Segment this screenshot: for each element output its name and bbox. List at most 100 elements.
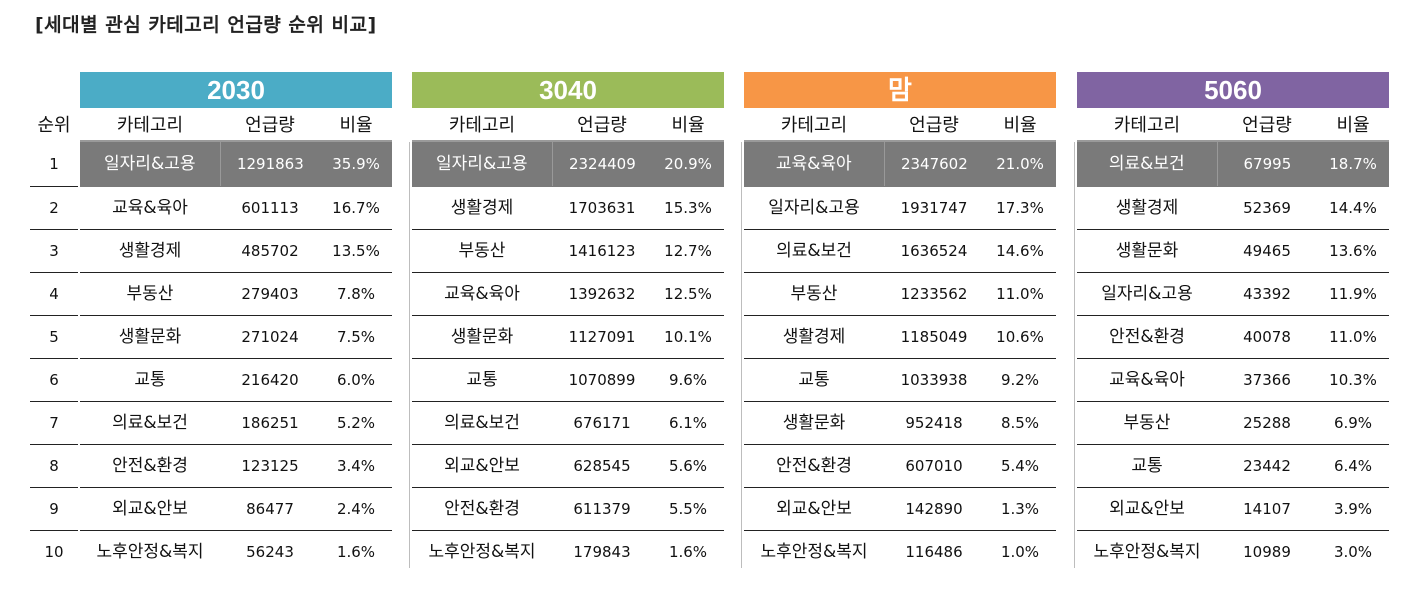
count-cell: 116486	[905, 543, 963, 561]
category-cell: 교육&육아	[444, 284, 520, 304]
count-cell: 611379	[573, 500, 631, 518]
count-cell: 25288	[1243, 414, 1291, 432]
category-cell: 노후안정&복지	[428, 542, 536, 562]
ratio-header: 비율	[1336, 115, 1370, 136]
count-header: 언급량	[1242, 115, 1292, 136]
table-row: 노후안정&복지 179843 1.6%	[412, 531, 724, 573]
count-cell: 1416123	[568, 242, 636, 260]
category-cell: 외교&안보	[112, 499, 188, 519]
category-cell: 부동산	[126, 284, 174, 304]
category-cell: 의료&보건	[444, 413, 520, 433]
rank-cell: 8	[30, 445, 78, 488]
category-cell: 생활문화	[118, 327, 182, 347]
count-cell: 628545	[573, 457, 631, 475]
category-cell: 일자리&고용	[768, 198, 860, 218]
ratio-cell: 3.0%	[1333, 543, 1373, 561]
count-cell: 179843	[573, 543, 631, 561]
ratio-cell: 11.9%	[1329, 285, 1377, 303]
count-header: 언급량	[245, 115, 295, 136]
ratio-cell: 1.6%	[668, 543, 708, 561]
rank-cell: 10	[44, 543, 64, 561]
category-cell: 생활경제	[1115, 198, 1179, 218]
ratio-cell: 9.6%	[668, 371, 708, 389]
count-cell: 49465	[1243, 242, 1291, 260]
category-cell: 생활경제	[782, 327, 846, 347]
column-headers: 카테고리 언급량 비율	[412, 112, 724, 142]
table-row: 안전&환경 607010 5.4%	[744, 445, 1056, 488]
rank-cell: 1	[30, 142, 78, 187]
generation-header: 5060	[1077, 72, 1389, 108]
ratio-cell: 20.9%	[664, 155, 712, 173]
table-divider	[1074, 142, 1075, 568]
ratio-cell: 5.4%	[1000, 457, 1040, 475]
table-row: 안전&환경 40078 11.0%	[1077, 316, 1389, 359]
table-row: 의료&보건 676171 6.1%	[412, 402, 724, 445]
count-cell: 1233562	[900, 285, 968, 303]
ratio-cell: 14.6%	[996, 242, 1044, 260]
ratio-cell: 2.4%	[336, 500, 376, 518]
category-cell: 교육&육아	[112, 198, 188, 218]
table-row: 생활경제 1703631 15.3%	[412, 187, 724, 230]
ratio-header: 비율	[1003, 115, 1037, 136]
category-cell: 의료&보건	[112, 413, 188, 433]
count-cell: 485702	[241, 242, 299, 260]
category-cell: 안전&환경	[776, 456, 852, 476]
ratio-cell: 1.3%	[1000, 500, 1040, 518]
table-row: 부동산 25288 6.9%	[1077, 402, 1389, 445]
category-cell: 부동산	[1123, 413, 1171, 433]
category-cell: 노후안정&복지	[1093, 542, 1201, 562]
table-row: 교육&육아 601113 16.7%	[80, 187, 392, 230]
category-cell: 부동산	[458, 241, 506, 261]
table-row: 안전&환경 611379 5.5%	[412, 488, 724, 531]
ratio-cell: 6.1%	[668, 414, 708, 432]
category-cell: 노후안정&복지	[96, 542, 204, 562]
count-cell: 216420	[241, 371, 299, 389]
table-row: 일자리&고용 2324409 20.9%	[412, 142, 724, 187]
rank-cell: 7	[30, 402, 78, 445]
table-row: 외교&안보 142890 1.3%	[744, 488, 1056, 531]
ratio-cell: 9.2%	[1000, 371, 1040, 389]
ratio-cell: 7.8%	[336, 285, 376, 303]
count-cell: 1703631	[568, 199, 636, 217]
ratio-cell: 12.5%	[664, 285, 712, 303]
ratio-cell: 12.7%	[664, 242, 712, 260]
generation-header: 2030	[80, 72, 392, 108]
category-cell: 교육&육아	[775, 154, 852, 174]
category-cell: 안전&환경	[444, 499, 520, 519]
table-row: 생활경제 1185049 10.6%	[744, 316, 1056, 359]
table-divider	[741, 142, 742, 568]
count-cell: 142890	[905, 500, 963, 518]
count-cell: 279403	[241, 285, 299, 303]
table-row: 교통 23442 6.4%	[1077, 445, 1389, 488]
generation-table: 2030 카테고리 언급량 비율 일자리&고용 1291863 35.9% 교육&육아 6011…	[80, 72, 392, 573]
ratio-cell: 16.7%	[332, 199, 380, 217]
column-headers: 카테고리 언급량 비율	[1077, 112, 1389, 142]
table-row: 생활문화 1127091 10.1%	[412, 316, 724, 359]
category-cell: 의료&보건	[776, 241, 852, 261]
ratio-cell: 14.4%	[1329, 199, 1377, 217]
count-cell: 56243	[246, 543, 294, 561]
table-row: 일자리&고용 43392 11.9%	[1077, 273, 1389, 316]
table-row: 교통 216420 6.0%	[80, 359, 392, 402]
count-cell: 123125	[241, 457, 299, 475]
category-cell: 교육&육아	[1109, 370, 1185, 390]
table-row: 외교&안보 628545 5.6%	[412, 445, 724, 488]
ratio-cell: 6.4%	[1333, 457, 1373, 475]
table-row: 생활문화 49465 13.6%	[1077, 230, 1389, 273]
ratio-header: 비율	[339, 115, 373, 136]
table-row: 안전&환경 123125 3.4%	[80, 445, 392, 488]
column-headers: 카테고리 언급량 비율	[80, 112, 392, 142]
rank-cell: 6	[30, 359, 78, 402]
rank-cell: 9	[30, 488, 78, 531]
count-cell: 43392	[1243, 285, 1291, 303]
generation-header: 3040	[412, 72, 724, 108]
table-row: 외교&안보 14107 3.9%	[1077, 488, 1389, 531]
table-row: 의료&보건 186251 5.2%	[80, 402, 392, 445]
ratio-cell: 6.9%	[1333, 414, 1373, 432]
count-cell: 40078	[1243, 328, 1291, 346]
ratio-cell: 3.4%	[336, 457, 376, 475]
category-header: 카테고리	[1113, 115, 1181, 136]
count-cell: 1636524	[900, 242, 968, 260]
ratio-cell: 10.3%	[1329, 371, 1377, 389]
generation-table: 3040 카테고리 언급량 비율 일자리&고용 2324409 20.9% 생활경제 17036…	[412, 72, 724, 573]
